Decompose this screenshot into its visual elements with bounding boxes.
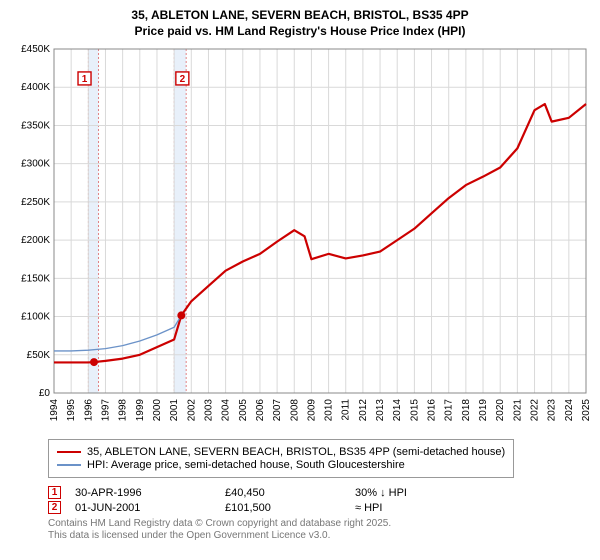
- svg-text:2025: 2025: [581, 399, 590, 422]
- attribution: Contains HM Land Registry data © Crown c…: [48, 518, 590, 542]
- marker-date: 30-APR-1996: [75, 487, 225, 499]
- marker-price: £101,500: [225, 502, 355, 514]
- svg-text:1995: 1995: [66, 399, 77, 422]
- attribution-line: Contains HM Land Registry data © Crown c…: [48, 518, 590, 530]
- svg-text:2007: 2007: [272, 399, 283, 422]
- svg-text:£250K: £250K: [21, 197, 50, 208]
- legend-row: HPI: Average price, semi-detached house,…: [57, 459, 505, 471]
- svg-text:£400K: £400K: [21, 82, 50, 93]
- svg-text:1997: 1997: [100, 399, 111, 422]
- svg-text:2004: 2004: [221, 399, 232, 422]
- marker-rel: ≈ HPI: [355, 502, 455, 514]
- svg-text:£450K: £450K: [21, 44, 50, 55]
- marker-price: £40,450: [225, 487, 355, 499]
- svg-text:1999: 1999: [135, 399, 146, 422]
- svg-text:2012: 2012: [358, 399, 369, 422]
- svg-text:2014: 2014: [392, 399, 403, 422]
- svg-text:1994: 1994: [49, 399, 60, 422]
- svg-text:2013: 2013: [375, 399, 386, 422]
- chart-svg: £0 £50K £100K £150K £200K £250K £300K £350K £400…: [10, 43, 590, 433]
- svg-text:2022: 2022: [530, 399, 541, 422]
- svg-text:2019: 2019: [478, 399, 489, 422]
- legend-swatch-icon: [57, 464, 81, 466]
- svg-text:2003: 2003: [203, 399, 214, 422]
- footer: 35, ABLETON LANE, SEVERN BEACH, BRISTOL,…: [10, 439, 590, 542]
- svg-text:2020: 2020: [495, 399, 506, 422]
- legend-row: 35, ABLETON LANE, SEVERN BEACH, BRISTOL,…: [57, 446, 505, 458]
- svg-text:£350K: £350K: [21, 121, 50, 132]
- svg-text:2011: 2011: [341, 399, 352, 421]
- legend-swatch-icon: [57, 451, 81, 454]
- marker-badge-icon: 1: [48, 486, 61, 499]
- chart-area: £0 £50K £100K £150K £200K £250K £300K £350K £400…: [10, 43, 590, 433]
- svg-text:2008: 2008: [289, 399, 300, 422]
- svg-text:2010: 2010: [324, 399, 335, 422]
- title-line-1: 35, ABLETON LANE, SEVERN BEACH, BRISTOL,…: [10, 8, 590, 24]
- svg-text:£100K: £100K: [21, 312, 50, 323]
- svg-text:1996: 1996: [83, 399, 94, 422]
- marker-detail-row: 2 01-JUN-2001 £101,500 ≈ HPI: [48, 501, 590, 514]
- svg-text:1998: 1998: [118, 399, 129, 422]
- svg-text:2018: 2018: [461, 399, 472, 422]
- svg-text:2017: 2017: [444, 399, 455, 422]
- svg-text:2005: 2005: [238, 399, 249, 422]
- svg-text:1: 1: [82, 74, 88, 85]
- chart-title: 35, ABLETON LANE, SEVERN BEACH, BRISTOL,…: [10, 8, 590, 39]
- marker-rel: 30% ↓ HPI: [355, 487, 455, 499]
- svg-text:£200K: £200K: [21, 235, 50, 246]
- svg-text:2015: 2015: [409, 399, 420, 422]
- svg-text:£50K: £50K: [27, 350, 51, 361]
- svg-text:2009: 2009: [306, 399, 317, 422]
- svg-text:2: 2: [180, 74, 186, 85]
- svg-text:2002: 2002: [186, 399, 197, 422]
- title-line-2: Price paid vs. HM Land Registry's House …: [10, 24, 590, 40]
- svg-text:£150K: £150K: [21, 274, 50, 285]
- marker-badge-icon: 2: [48, 501, 61, 514]
- svg-text:2000: 2000: [152, 399, 163, 422]
- svg-text:2006: 2006: [255, 399, 266, 422]
- svg-text:2001: 2001: [169, 399, 180, 422]
- svg-text:2016: 2016: [427, 399, 438, 422]
- legend-label: HPI: Average price, semi-detached house,…: [87, 459, 405, 471]
- svg-text:£0: £0: [39, 388, 51, 399]
- marker-date: 01-JUN-2001: [75, 502, 225, 514]
- legend-label: 35, ABLETON LANE, SEVERN BEACH, BRISTOL,…: [87, 446, 505, 458]
- legend-box: 35, ABLETON LANE, SEVERN BEACH, BRISTOL,…: [48, 439, 514, 478]
- svg-text:2023: 2023: [547, 399, 558, 422]
- svg-text:£300K: £300K: [21, 159, 50, 170]
- svg-text:2021: 2021: [512, 399, 523, 422]
- svg-text:2024: 2024: [564, 399, 575, 422]
- attribution-line: This data is licensed under the Open Gov…: [48, 530, 590, 542]
- marker-detail-row: 1 30-APR-1996 £40,450 30% ↓ HPI: [48, 486, 590, 499]
